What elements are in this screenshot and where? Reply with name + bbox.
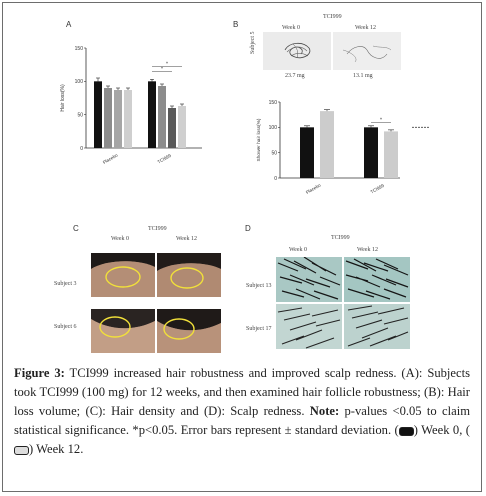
panel-a-bar	[114, 90, 122, 148]
panel-b-y-tick-label: 150	[269, 100, 278, 106]
caption-note-label: Note:	[309, 404, 340, 418]
panel-a-y-tick-label: 100	[75, 79, 84, 85]
panel-b-bar	[300, 127, 314, 178]
scalp-front-subject6-week0-photo	[91, 309, 155, 353]
caption-text-1: TCI999 increased hair robustness and imp…	[14, 366, 470, 418]
panel-d-week0-label: Week 0	[289, 247, 308, 253]
panel-b-y-axis-label: Shower hair loss(%)	[256, 118, 262, 161]
panel-a-chart: 0 50 100 150 Hair loss(%) Placebo TCI999 **	[60, 46, 202, 165]
panel-b-y-tick-label: 50	[271, 150, 277, 156]
panel-b-chart: 0 50 100 150 Shower hair loss(%) Placebo TCI99…	[256, 100, 430, 195]
panel-a-x-tick-label: Placebo	[102, 152, 119, 165]
panel-d-row-subject13: Subject 13	[246, 283, 272, 289]
panel-b-bar	[384, 131, 398, 178]
panel-a-bar	[148, 81, 156, 148]
scalp-closeup-subject17-week12-photo	[344, 304, 410, 349]
panel-b-bar	[320, 111, 334, 178]
scalp-closeup-subject17-week0-photo	[276, 304, 342, 349]
panel-d-title: TCI999	[331, 235, 350, 241]
panel-a-x-tick-label: TCI999	[157, 153, 173, 165]
panel-a-bar	[168, 108, 176, 148]
panel-b-y-tick-label: 100	[269, 125, 278, 131]
caption-label: Figure 3:	[14, 366, 65, 380]
panel-c-week0-label: Week 0	[111, 236, 130, 242]
panel-a-y-tick-label: 0	[80, 146, 83, 152]
caption-text-2: p-values <0.05 to claim statistical sign…	[14, 404, 470, 437]
hair-sample-week12-photo	[333, 32, 401, 70]
panel-c-letter: C	[73, 224, 79, 233]
scalp-closeup-subject13-week12-photo	[344, 257, 410, 302]
panel-c-row-subject6: Subject 6	[54, 324, 77, 330]
panel-d-week12-label: Week 12	[357, 247, 379, 253]
panel-b-bar	[364, 127, 378, 178]
caption-week0: Week 0,	[421, 423, 463, 437]
panel-a-bar	[158, 86, 166, 148]
panel-a-bar	[178, 106, 186, 148]
hair-sample-week0-photo	[263, 32, 331, 70]
panel-b-title: TCI999	[323, 14, 342, 20]
panel-d-row-subject17: Subject 17	[246, 326, 272, 332]
scalp-front-subject6-week12-photo	[157, 309, 221, 353]
panel-a-y-axis-label: Hair loss(%)	[60, 84, 66, 112]
panel-b-mass-week0: 23.7 mg	[285, 73, 305, 79]
figure-frame	[2, 2, 482, 492]
panel-b-x-tick-label: TCI999	[370, 183, 386, 195]
legend-week0-swatch	[398, 426, 414, 436]
panel-a-y-tick-label: 150	[75, 46, 84, 52]
panel-a-letter: A	[66, 20, 72, 29]
panel-a-bar	[94, 81, 102, 148]
panel-d-letter: D	[245, 224, 251, 233]
panel-b-y-tick-label: 0	[274, 176, 277, 182]
panel-b-week12-label: Week 12	[355, 25, 377, 31]
panel-c-week12-label: Week 12	[176, 236, 198, 242]
figure-caption: Figure 3: TCI999 increased hair robustne…	[14, 366, 470, 456]
scalp-front-subject3-week12-photo	[157, 253, 221, 297]
panel-b-mass-week12: 13.1 mg	[353, 73, 373, 79]
panel-a-sig-star: *	[161, 66, 163, 72]
legend-week12-swatch	[14, 445, 29, 455]
panel-b-letter: B	[233, 20, 239, 29]
panel-a-sig-star: *	[166, 62, 168, 68]
panel-b-subject-label: Subject 5	[250, 31, 256, 55]
panel-b-week0-label: Week 0	[282, 25, 301, 31]
panel-a-y-tick-label: 50	[77, 112, 83, 118]
panel-a-bar	[104, 88, 112, 148]
panel-a-bar	[124, 90, 132, 148]
panel-b-x-tick-label: Placebo	[305, 182, 322, 195]
panel-c-row-subject3: Subject 3	[54, 281, 77, 287]
scalp-front-subject3-week0-photo	[91, 253, 155, 297]
caption-week12: Week 12.	[36, 442, 84, 456]
panel-b-sig-star: *	[380, 117, 382, 123]
panel-c-title: TCI999	[148, 226, 167, 232]
scalp-closeup-subject13-week0-photo	[276, 257, 342, 302]
